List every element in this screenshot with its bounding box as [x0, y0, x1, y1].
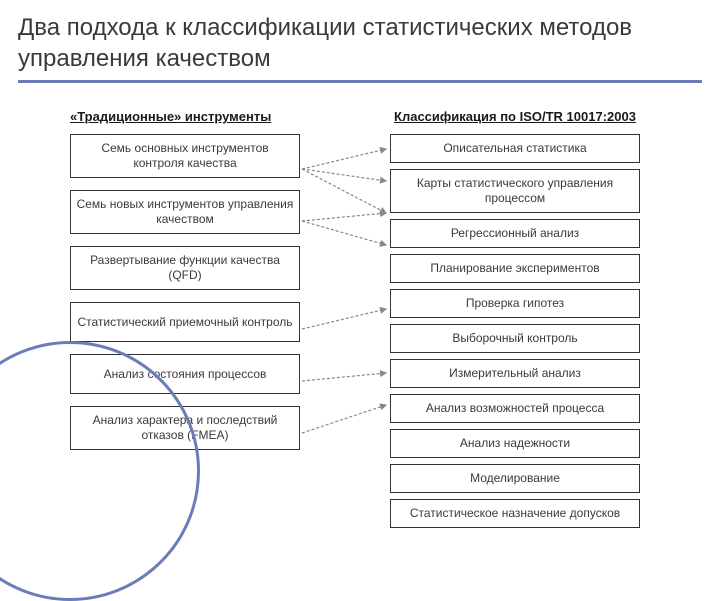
left-header: «Традиционные» инструменты: [70, 109, 300, 124]
diagram-content: «Традиционные» инструменты Семь основных…: [0, 91, 720, 521]
title-underline: [18, 80, 702, 83]
right-box: Анализ возможностей процесса: [390, 394, 640, 423]
right-box: Карты статистического управления процесс…: [390, 169, 640, 213]
right-column: Классификация по ISO/TR 10017:2003 Описа…: [390, 109, 640, 534]
right-box: Измерительный анализ: [390, 359, 640, 388]
left-box: Развертывание функции качества (QFD): [70, 246, 300, 290]
right-box: Регрессионный анализ: [390, 219, 640, 248]
right-box: Планирование экспериментов: [390, 254, 640, 283]
right-box: Проверка гипотез: [390, 289, 640, 318]
right-box: Описательная статистика: [390, 134, 640, 163]
left-box: Семь основных инструментов контроля каче…: [70, 134, 300, 178]
right-header: Классификация по ISO/TR 10017:2003: [390, 109, 640, 124]
right-box: Анализ надежности: [390, 429, 640, 458]
page-title: Два подхода к классификации статистическ…: [18, 12, 702, 74]
right-box: Моделирование: [390, 464, 640, 493]
right-box: Выборочный контроль: [390, 324, 640, 353]
left-box: Статистический приемочный контроль: [70, 302, 300, 342]
left-box: Семь новых инструментов управления качес…: [70, 190, 300, 234]
right-box: Статистическое назначение допусков: [390, 499, 640, 528]
